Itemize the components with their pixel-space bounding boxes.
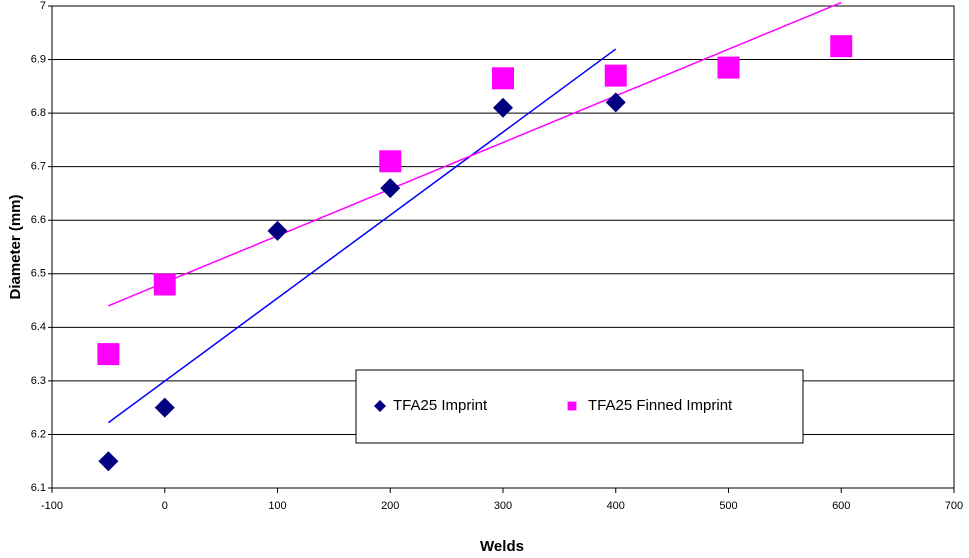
marker-square xyxy=(153,273,176,296)
trendline xyxy=(107,48,617,424)
y-tick-label: 6.8 xyxy=(31,107,46,119)
marker-square xyxy=(97,343,120,366)
marker-square xyxy=(717,56,740,79)
x-axis-title: Welds xyxy=(480,538,524,555)
y-tick-label: 6.4 xyxy=(31,321,46,333)
y-tick-label: 6.5 xyxy=(31,268,46,280)
marker-square xyxy=(567,401,577,411)
y-axis-title: Diameter (mm) xyxy=(7,194,24,299)
y-tick-label: 6.3 xyxy=(31,375,46,387)
marker-diamond xyxy=(154,397,175,418)
plot-area xyxy=(51,5,955,489)
x-tick-label: 200 xyxy=(381,500,399,512)
marker-diamond xyxy=(605,92,626,113)
y-tick-label: 6.6 xyxy=(31,214,46,226)
y-tick-label: 6.2 xyxy=(31,428,46,440)
x-tick-label: 0 xyxy=(162,500,168,512)
x-tick-label: -100 xyxy=(41,500,63,512)
marker-diamond xyxy=(493,97,513,118)
x-tick-label: 700 xyxy=(945,500,963,512)
x-tick-label: 500 xyxy=(719,500,737,512)
y-tick-label: 7 xyxy=(40,0,46,12)
x-tick-label: 400 xyxy=(607,500,625,512)
marker-square xyxy=(379,150,402,173)
x-tick-label: 300 xyxy=(494,500,512,512)
marker-diamond xyxy=(98,451,119,472)
y-tick-label: 6.9 xyxy=(31,53,46,65)
legend-label: TFA25 Imprint xyxy=(393,397,488,414)
marker-diamond xyxy=(267,220,288,241)
marker-square xyxy=(830,35,853,58)
marker-square xyxy=(604,64,627,87)
legend: TFA25 Imprint TFA25 Finned Imprint xyxy=(355,369,804,444)
marker-diamond xyxy=(374,400,386,412)
trendline xyxy=(108,1,842,307)
y-tick-label: 6.7 xyxy=(31,161,46,173)
x-tick-label: 600 xyxy=(832,500,850,512)
marker-diamond xyxy=(380,178,401,199)
legend-box xyxy=(355,369,804,444)
y-tick-label: 6.1 xyxy=(31,482,46,494)
x-tick-label: 100 xyxy=(268,500,286,512)
marker-square xyxy=(492,67,514,90)
legend-label: TFA25 Finned Imprint xyxy=(588,397,733,414)
